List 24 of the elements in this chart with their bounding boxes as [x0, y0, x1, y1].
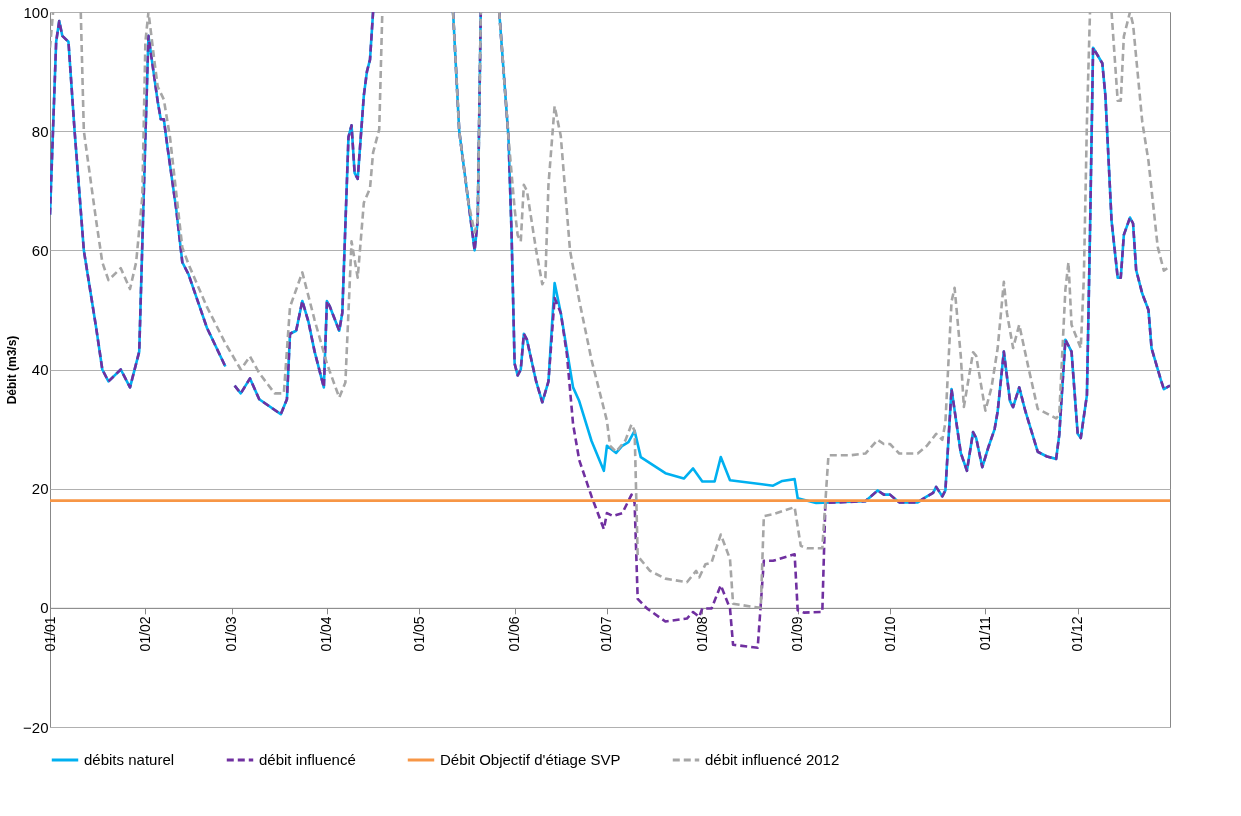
x-tick-label: 01/05: [410, 616, 427, 652]
x-tick-label: 01/06: [506, 616, 523, 652]
y-tick-label: 20: [31, 480, 49, 498]
y-tick-label: 0: [40, 599, 49, 617]
x-tick-label: 01/09: [789, 616, 806, 652]
x-tick-label: 01/12: [1069, 616, 1086, 652]
y-tick-label: 80: [31, 122, 49, 140]
x-tick-label: 01/04: [318, 616, 335, 652]
x-tick-label: 01/02: [136, 616, 153, 652]
y-tick-label: 40: [31, 361, 49, 378]
x-tick-label: 01/03: [223, 616, 240, 652]
x-tick-label: 01/01: [41, 616, 58, 652]
legend-label: débit influencé 2012: [705, 751, 840, 768]
y-tick-label: 60: [31, 241, 49, 259]
legend-label: débit influencé: [259, 751, 356, 768]
legend-label: débits naturel: [84, 751, 175, 768]
x-tick-label: 01/11: [976, 616, 993, 651]
y-tick-label: 100: [23, 3, 49, 21]
y-tick-label: −20: [23, 718, 49, 736]
legend-label: Débit Objectif d'étiage SVP: [440, 751, 621, 768]
y-axis-title: Débit (m3/s): [5, 335, 20, 405]
x-tick-label: 01/07: [598, 616, 615, 652]
x-tick-label: 01/10: [881, 616, 898, 652]
x-tick-label: 01/08: [693, 616, 710, 652]
